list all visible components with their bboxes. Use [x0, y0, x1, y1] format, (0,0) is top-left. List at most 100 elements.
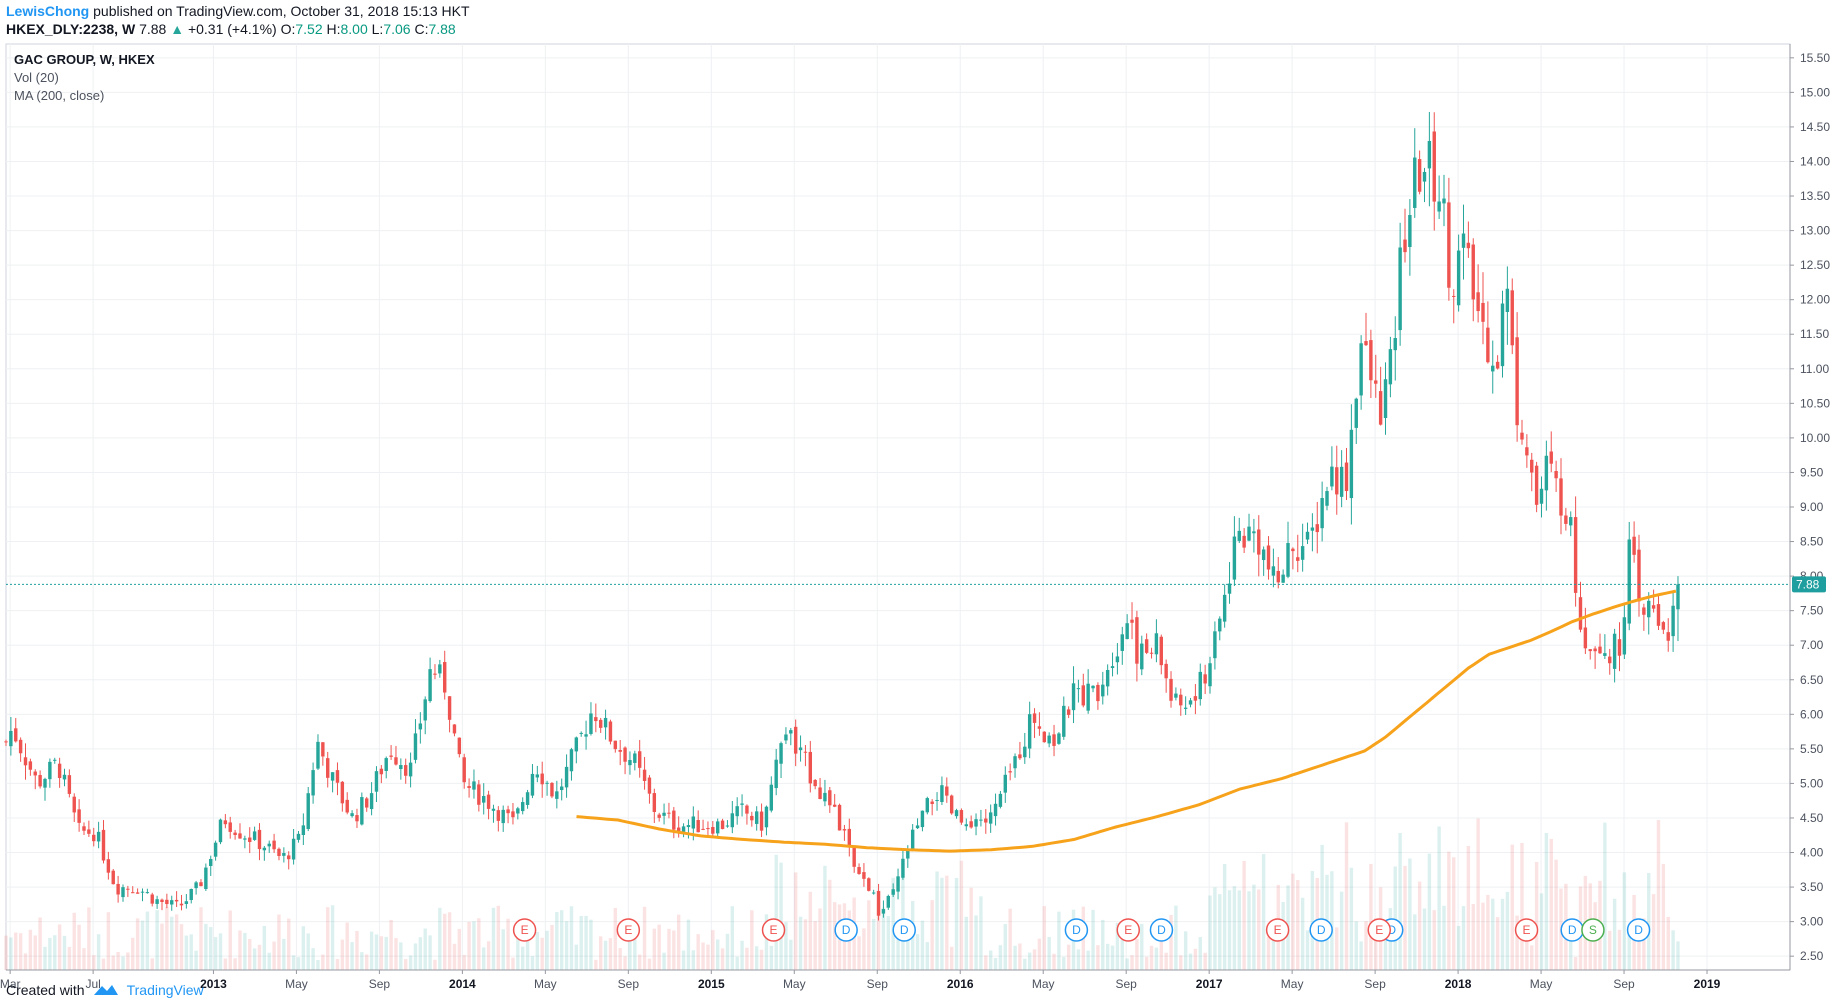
candle-body[interactable]: [725, 825, 730, 827]
candle-body[interactable]: [321, 742, 325, 757]
candle-body[interactable]: [857, 867, 861, 874]
candle-body[interactable]: [360, 797, 364, 825]
candle-body[interactable]: [1344, 462, 1349, 492]
candle-body[interactable]: [1583, 627, 1588, 649]
candle-body[interactable]: [1534, 465, 1539, 505]
candle-body[interactable]: [715, 821, 720, 834]
candle-body[interactable]: [170, 900, 174, 905]
candle-body[interactable]: [1588, 649, 1592, 652]
earnings-marker[interactable]: E: [761, 918, 786, 942]
candle-body[interactable]: [876, 890, 881, 916]
candle-body[interactable]: [316, 741, 320, 769]
candle-body[interactable]: [330, 772, 335, 781]
candlesticks[interactable]: [4, 111, 1680, 921]
candle-body[interactable]: [1188, 700, 1193, 705]
candle-body[interactable]: [1315, 524, 1319, 533]
candle-body[interactable]: [1559, 478, 1563, 516]
candle-body[interactable]: [394, 757, 398, 765]
candle-body[interactable]: [291, 838, 296, 860]
candle-body[interactable]: [1437, 201, 1441, 212]
candle-body[interactable]: [750, 815, 754, 821]
candle-body[interactable]: [1656, 604, 1661, 626]
candle-body[interactable]: [1481, 302, 1485, 322]
candle-body[interactable]: [915, 825, 920, 829]
candle-body[interactable]: [1047, 735, 1051, 744]
candle-body[interactable]: [179, 903, 184, 906]
candle-body[interactable]: [369, 793, 374, 810]
candle-body[interactable]: [545, 782, 549, 784]
candle-body[interactable]: [189, 889, 193, 900]
candle-body[interactable]: [501, 809, 505, 824]
candle-body[interactable]: [1671, 605, 1675, 637]
candle-body[interactable]: [1218, 618, 1222, 632]
candle-body[interactable]: [1130, 619, 1134, 623]
candle-body[interactable]: [9, 730, 13, 747]
dividend-marker[interactable]: D: [1560, 918, 1584, 942]
candle-body[interactable]: [1208, 663, 1212, 687]
candle-body[interactable]: [555, 791, 559, 799]
candle-body[interactable]: [847, 828, 852, 846]
candle-body[interactable]: [930, 801, 934, 805]
candle-body[interactable]: [637, 751, 642, 768]
candle-body[interactable]: [672, 810, 676, 830]
candle-body[interactable]: [1622, 617, 1627, 655]
candle-body[interactable]: [550, 782, 554, 797]
time-axis[interactable]: Mar Jul 2013 May Sep 2014 May Sep 2015 May Sep 2016…: [0, 969, 1790, 991]
candle-body[interactable]: [1032, 713, 1037, 723]
candle-body[interactable]: [301, 825, 306, 835]
candle-body[interactable]: [467, 786, 471, 789]
candle-body[interactable]: [1135, 617, 1139, 664]
candle-body[interactable]: [1617, 639, 1622, 656]
candle-body[interactable]: [1476, 292, 1480, 312]
candle-body[interactable]: [1403, 239, 1407, 253]
candle-body[interactable]: [1627, 539, 1631, 624]
candle-body[interactable]: [808, 751, 813, 784]
candle-body[interactable]: [477, 784, 481, 805]
candle-body[interactable]: [837, 804, 842, 831]
candle-body[interactable]: [389, 755, 393, 757]
candle-body[interactable]: [1057, 733, 1061, 744]
candle-body[interactable]: [789, 730, 793, 734]
candle-body[interactable]: [1042, 731, 1046, 743]
candle-body[interactable]: [657, 814, 661, 818]
candle-body[interactable]: [116, 883, 120, 895]
candle-body[interactable]: [1578, 597, 1583, 630]
candle-body[interactable]: [1442, 198, 1446, 204]
candle-body[interactable]: [1417, 159, 1422, 192]
candle-body[interactable]: [447, 696, 452, 720]
candle-body[interactable]: [384, 758, 388, 771]
candle-body[interactable]: [306, 793, 310, 829]
candle-body[interactable]: [1456, 250, 1461, 306]
candle-body[interactable]: [1305, 531, 1310, 540]
candle-body[interactable]: [228, 822, 232, 832]
candle-body[interactable]: [818, 787, 822, 799]
candle-body[interactable]: [1213, 631, 1217, 659]
candle-body[interactable]: [525, 792, 530, 805]
candle-body[interactable]: [213, 842, 218, 857]
candle-body[interactable]: [1388, 349, 1393, 385]
candle-body[interactable]: [1232, 536, 1237, 580]
candle-body[interactable]: [355, 815, 359, 822]
candle-body[interactable]: [569, 749, 574, 772]
candle-body[interactable]: [126, 888, 130, 890]
candle-body[interactable]: [1101, 684, 1105, 697]
candle-body[interactable]: [345, 799, 349, 813]
candle-body[interactable]: [1008, 771, 1012, 773]
earnings-marker[interactable]: E: [1514, 918, 1539, 942]
candle-body[interactable]: [443, 662, 447, 693]
candle-body[interactable]: [628, 760, 632, 766]
candle-body[interactable]: [438, 664, 442, 674]
candle-body[interactable]: [949, 795, 954, 814]
candle-body[interactable]: [223, 820, 228, 825]
candle-body[interactable]: [194, 882, 198, 889]
candle-body[interactable]: [18, 739, 23, 754]
candle-body[interactable]: [647, 777, 652, 794]
candle-body[interactable]: [82, 826, 86, 831]
candle-body[interactable]: [803, 751, 808, 753]
candle-body[interactable]: [1125, 623, 1129, 640]
candle-body[interactable]: [598, 719, 603, 728]
candle-body[interactable]: [72, 796, 76, 813]
candle-body[interactable]: [652, 793, 657, 812]
candle-body[interactable]: [852, 847, 856, 867]
candle-body[interactable]: [784, 734, 788, 741]
